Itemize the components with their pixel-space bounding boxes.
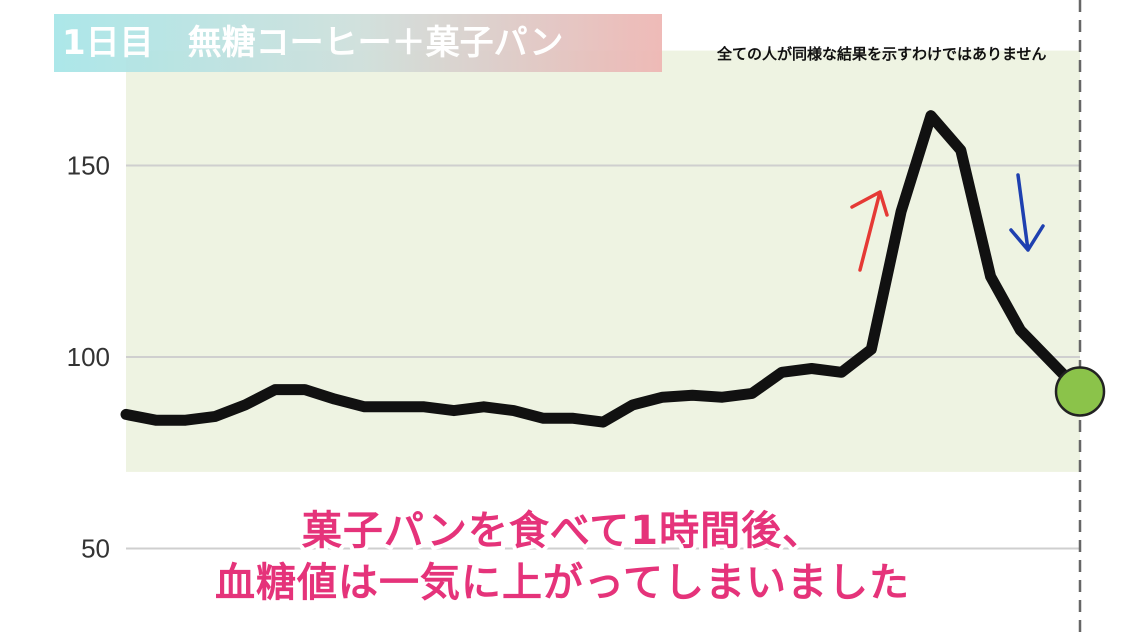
caption-line-2: 血糖値は一気に上がってしまいました (211, 556, 913, 610)
y-tick-label: 150 (67, 151, 110, 181)
y-tick-label: 50 (81, 534, 110, 564)
y-tick-label: 100 (67, 342, 110, 372)
caption-line-1: 菓子パンを食べて1時間後、 (298, 504, 826, 558)
down-arrow-icon (1009, 173, 1045, 252)
disclaimer-note: 全ての人が同様な結果を示すわけではありません (717, 45, 1047, 63)
up-arrow-icon (850, 190, 889, 272)
target-range-band (126, 50, 1080, 472)
title-banner: 1日目 無糖コーヒー＋菓子パン (54, 14, 662, 72)
current-value-marker (1054, 366, 1106, 417)
